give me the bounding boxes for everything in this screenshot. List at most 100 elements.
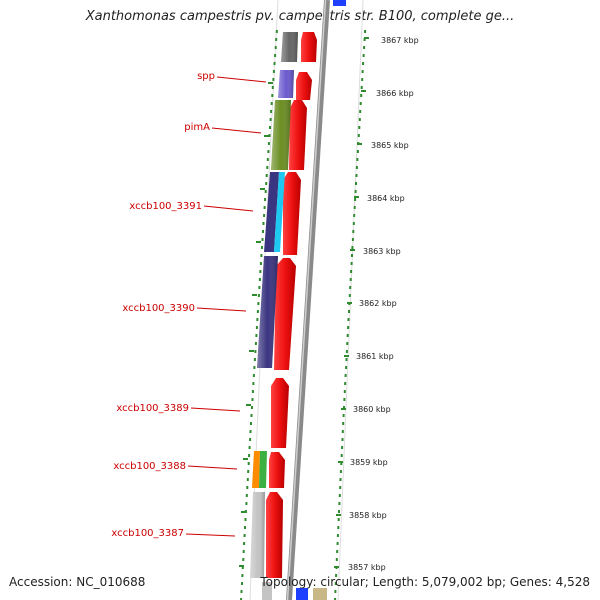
minor-tick <box>269 118 272 121</box>
minor-tick <box>347 318 350 321</box>
minor-tick <box>264 198 267 201</box>
gene-label-xccb100-3391[interactable]: xccb100_3391 <box>129 201 202 212</box>
scale-tick <box>252 294 257 296</box>
minor-tick <box>334 598 337 600</box>
minor-tick <box>242 558 245 561</box>
gene-label-pima[interactable]: pimA <box>184 122 210 133</box>
minor-tick <box>246 478 249 481</box>
feature-block-bottom-tan[interactable] <box>313 588 327 600</box>
cds-arrow[interactable] <box>274 258 296 370</box>
minor-tick <box>348 294 351 297</box>
minor-tick <box>362 54 365 57</box>
gene-bar-xccb100-3391-b[interactable] <box>274 172 285 252</box>
leader-line <box>187 465 238 470</box>
leader-line <box>190 407 241 412</box>
minor-tick <box>275 30 278 33</box>
minor-tick <box>267 142 270 145</box>
minor-tick <box>360 86 363 89</box>
minor-tick <box>240 590 243 593</box>
scale-tick <box>350 249 355 251</box>
scale-label: 3858 kbp <box>349 511 387 520</box>
minor-tick <box>254 342 257 345</box>
minor-tick <box>260 254 263 257</box>
minor-tick <box>342 422 345 425</box>
minor-tick <box>338 494 341 497</box>
scale-labels: 3867 kbp 3866 kbp 3865 kbp 3864 kbp 3863… <box>348 36 419 572</box>
feature-block-top[interactable] <box>333 0 346 6</box>
scale-label: 3862 kbp <box>359 299 397 308</box>
minor-tick <box>269 126 271 129</box>
feature-block-bottom-blue[interactable] <box>296 588 308 600</box>
scale-tick <box>364 37 369 39</box>
minor-tick <box>339 470 342 473</box>
minor-tick <box>340 462 343 465</box>
minor-tick <box>267 150 270 153</box>
minor-tick <box>268 134 271 137</box>
cds-arrow[interactable] <box>271 378 289 448</box>
minor-tick <box>358 126 361 129</box>
minor-tick <box>271 94 274 97</box>
minor-tick <box>355 182 357 185</box>
scale-tick <box>260 188 265 190</box>
minor-tick <box>272 70 275 73</box>
minor-tick <box>363 38 366 41</box>
minor-tick <box>334 582 337 585</box>
gene-label-spp[interactable]: spp <box>197 71 215 82</box>
minor-tick <box>355 166 358 169</box>
gene-bar-xccb100-3388-b[interactable] <box>259 451 267 488</box>
shading-strip <box>281 32 298 62</box>
shading-strip <box>271 100 291 170</box>
shading-strip <box>257 256 278 368</box>
scale-tick <box>336 514 341 516</box>
gene-label-xccb100-3388[interactable]: xccb100_3388 <box>113 461 186 472</box>
minor-tick <box>338 502 341 505</box>
map-title: Xanthomonas campestris pv. campestris st… <box>85 9 515 24</box>
minor-tick <box>364 30 367 33</box>
leader-line <box>185 533 236 537</box>
minor-tick <box>254 350 257 353</box>
minor-tick <box>253 358 256 361</box>
minor-tick <box>255 326 258 329</box>
cds-arrow[interactable] <box>289 100 307 170</box>
minor-tick <box>345 350 348 353</box>
minor-tick <box>247 462 250 465</box>
cds-arrow[interactable] <box>266 492 283 578</box>
gene-label-xccb100-3387[interactable]: xccb100_3387 <box>111 528 184 539</box>
gene-label-xccb100-3389[interactable]: xccb100_3389 <box>116 403 189 414</box>
minor-tick <box>353 206 356 209</box>
cds-arrow[interactable] <box>301 32 317 62</box>
cds-arrow[interactable] <box>296 72 312 100</box>
shading-strip <box>250 492 265 578</box>
scale-tick <box>354 196 359 198</box>
map-frame-right <box>337 0 364 600</box>
scale-tick <box>239 565 244 567</box>
cds-arrow[interactable] <box>269 452 285 488</box>
feature-block-bottom-grey[interactable] <box>262 582 272 600</box>
minor-tick <box>266 166 269 169</box>
minor-tick <box>351 254 353 257</box>
minor-tick <box>360 94 363 97</box>
minor-tick <box>258 278 261 281</box>
minor-tick <box>241 566 244 569</box>
gene-label-xccb100-3390[interactable]: xccb100_3390 <box>122 303 195 314</box>
minor-tick <box>251 390 254 393</box>
minor-tick <box>342 414 345 417</box>
accession-label: Accession: NC_010688 <box>9 575 146 589</box>
leader-line <box>216 76 267 83</box>
minor-tick <box>348 310 350 313</box>
leader-line <box>203 205 254 212</box>
minor-tick <box>338 510 340 513</box>
scale-tick <box>264 135 269 137</box>
minor-tick <box>349 286 352 289</box>
cds-arrow[interactable] <box>283 172 301 255</box>
major-ticks-right <box>334 37 369 568</box>
scale-label: 3861 kbp <box>356 352 394 361</box>
minor-tick <box>257 294 260 297</box>
minor-tick <box>353 214 356 217</box>
leader-line <box>211 127 262 134</box>
minor-ticks-right <box>334 30 367 600</box>
minor-tick <box>335 574 338 577</box>
minor-tick <box>263 214 266 217</box>
gene-bar-xccb100-3388-a[interactable] <box>252 451 260 488</box>
